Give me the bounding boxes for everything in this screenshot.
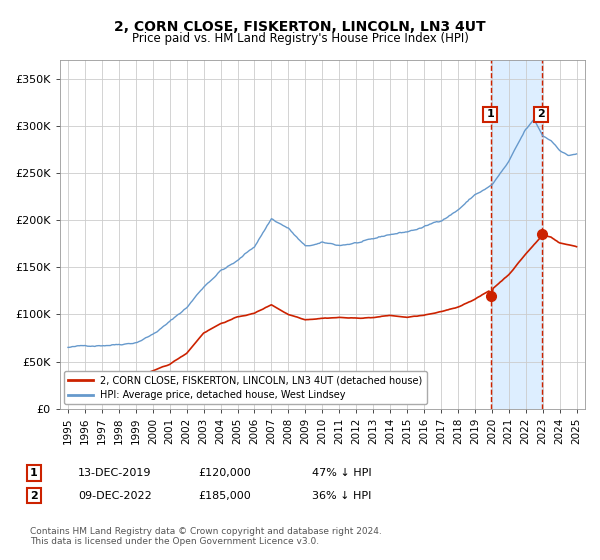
Text: £120,000: £120,000 (198, 468, 251, 478)
Text: Price paid vs. HM Land Registry's House Price Index (HPI): Price paid vs. HM Land Registry's House … (131, 32, 469, 45)
Text: 1: 1 (30, 468, 38, 478)
Text: Contains HM Land Registry data © Crown copyright and database right 2024.
This d: Contains HM Land Registry data © Crown c… (30, 526, 382, 546)
Text: 47% ↓ HPI: 47% ↓ HPI (312, 468, 371, 478)
Text: 2: 2 (30, 491, 38, 501)
Text: 2: 2 (537, 110, 545, 119)
Legend: 2, CORN CLOSE, FISKERTON, LINCOLN, LN3 4UT (detached house), HPI: Average price,: 2, CORN CLOSE, FISKERTON, LINCOLN, LN3 4… (64, 371, 427, 404)
Text: £185,000: £185,000 (198, 491, 251, 501)
Text: 1: 1 (486, 110, 494, 119)
Text: 09-DEC-2022: 09-DEC-2022 (78, 491, 152, 501)
Text: 2, CORN CLOSE, FISKERTON, LINCOLN, LN3 4UT: 2, CORN CLOSE, FISKERTON, LINCOLN, LN3 4… (114, 20, 486, 34)
Bar (491, 60, 542, 409)
Text: 13-DEC-2019: 13-DEC-2019 (78, 468, 151, 478)
Text: 36% ↓ HPI: 36% ↓ HPI (312, 491, 371, 501)
